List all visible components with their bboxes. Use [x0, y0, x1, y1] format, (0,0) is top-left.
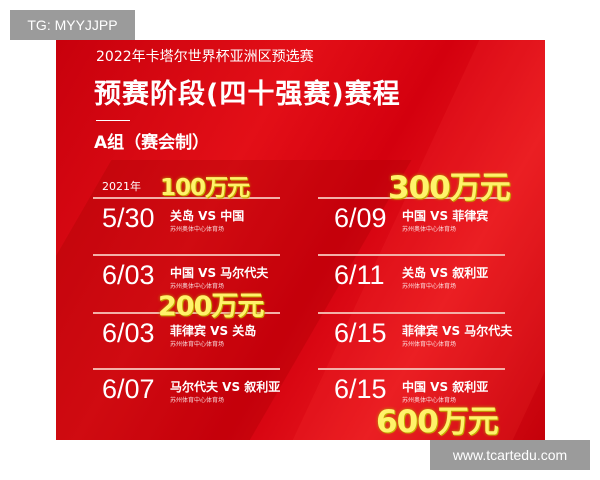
overlay-tag: TG: MYYJJPP: [10, 10, 135, 40]
bonus-label: 600万元: [376, 404, 499, 440]
match-venue: 苏州体育中心体育场: [170, 397, 225, 404]
row-divider: [318, 312, 505, 314]
match-date: 6/15: [334, 374, 387, 404]
watermark: www.tcartedu.com: [430, 440, 590, 470]
match-date: 6/03: [102, 318, 155, 348]
bonus-label: 200万元: [158, 291, 264, 322]
match-venue: 苏州奥体中心体育场: [402, 226, 457, 233]
row-divider: [318, 197, 505, 199]
match-teams: 关岛 VS 叙利亚: [402, 266, 489, 280]
match-venue: 苏州体育中心体育场: [402, 341, 457, 348]
match-date: 5/30: [102, 203, 155, 233]
bonus-label: 100万元: [160, 175, 250, 201]
match-date: 6/03: [102, 260, 155, 290]
divider: [96, 120, 130, 121]
match-teams: 菲律宾 VS 马尔代夫: [402, 324, 513, 338]
row-divider: [318, 254, 505, 256]
match-teams: 关岛 VS 中国: [170, 209, 245, 223]
match-date: 6/07: [102, 374, 155, 404]
year-label: 2021年: [102, 180, 141, 193]
match-date: 6/09: [334, 203, 387, 233]
match-venue: 苏州奥体中心体育场: [170, 283, 225, 290]
row-divider: [318, 368, 505, 370]
bonus-label: 300万元: [388, 170, 511, 206]
group-label: A组（赛会制）: [94, 133, 210, 153]
row-divider: [93, 254, 280, 256]
match-venue: 苏州体育中心体育场: [402, 283, 457, 290]
match-date: 6/15: [334, 318, 387, 348]
match-venue: 苏州奥体中心体育场: [170, 226, 225, 233]
row-divider: [93, 312, 280, 314]
match-venue: 苏州体育中心体育场: [170, 341, 225, 348]
match-date: 6/11: [334, 260, 385, 290]
row-divider: [93, 368, 280, 370]
schedule-poster: 2022年卡塔尔世界杯亚洲区预选赛 预赛阶段(四十强赛)赛程 A组（赛会制） 2…: [56, 40, 545, 440]
match-venue: 苏州奥体中心体育场: [402, 397, 457, 404]
match-teams: 菲律宾 VS 关岛: [170, 324, 257, 338]
match-teams: 中国 VS 叙利亚: [402, 380, 489, 394]
match-teams: 马尔代夫 VS 叙利亚: [170, 380, 281, 394]
poster-title: 预赛阶段(四十强赛)赛程: [94, 79, 401, 110]
row-divider: [93, 197, 280, 199]
match-teams: 中国 VS 马尔代夫: [170, 266, 269, 280]
match-teams: 中国 VS 菲律宾: [402, 209, 489, 223]
poster-subtitle: 2022年卡塔尔世界杯亚洲区预选赛: [96, 49, 314, 65]
